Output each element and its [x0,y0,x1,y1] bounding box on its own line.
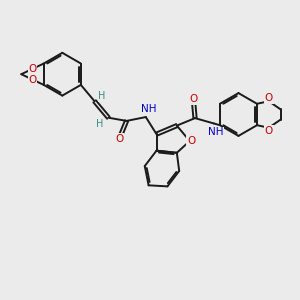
Text: O: O [265,126,273,136]
Text: O: O [115,134,123,144]
Text: O: O [187,136,195,146]
Text: NH: NH [208,128,223,137]
Text: H: H [98,91,106,101]
Text: O: O [28,64,37,74]
Text: H: H [96,119,104,129]
Text: O: O [265,93,273,103]
Text: O: O [189,94,197,104]
Text: NH: NH [141,104,157,114]
Text: O: O [28,75,37,85]
